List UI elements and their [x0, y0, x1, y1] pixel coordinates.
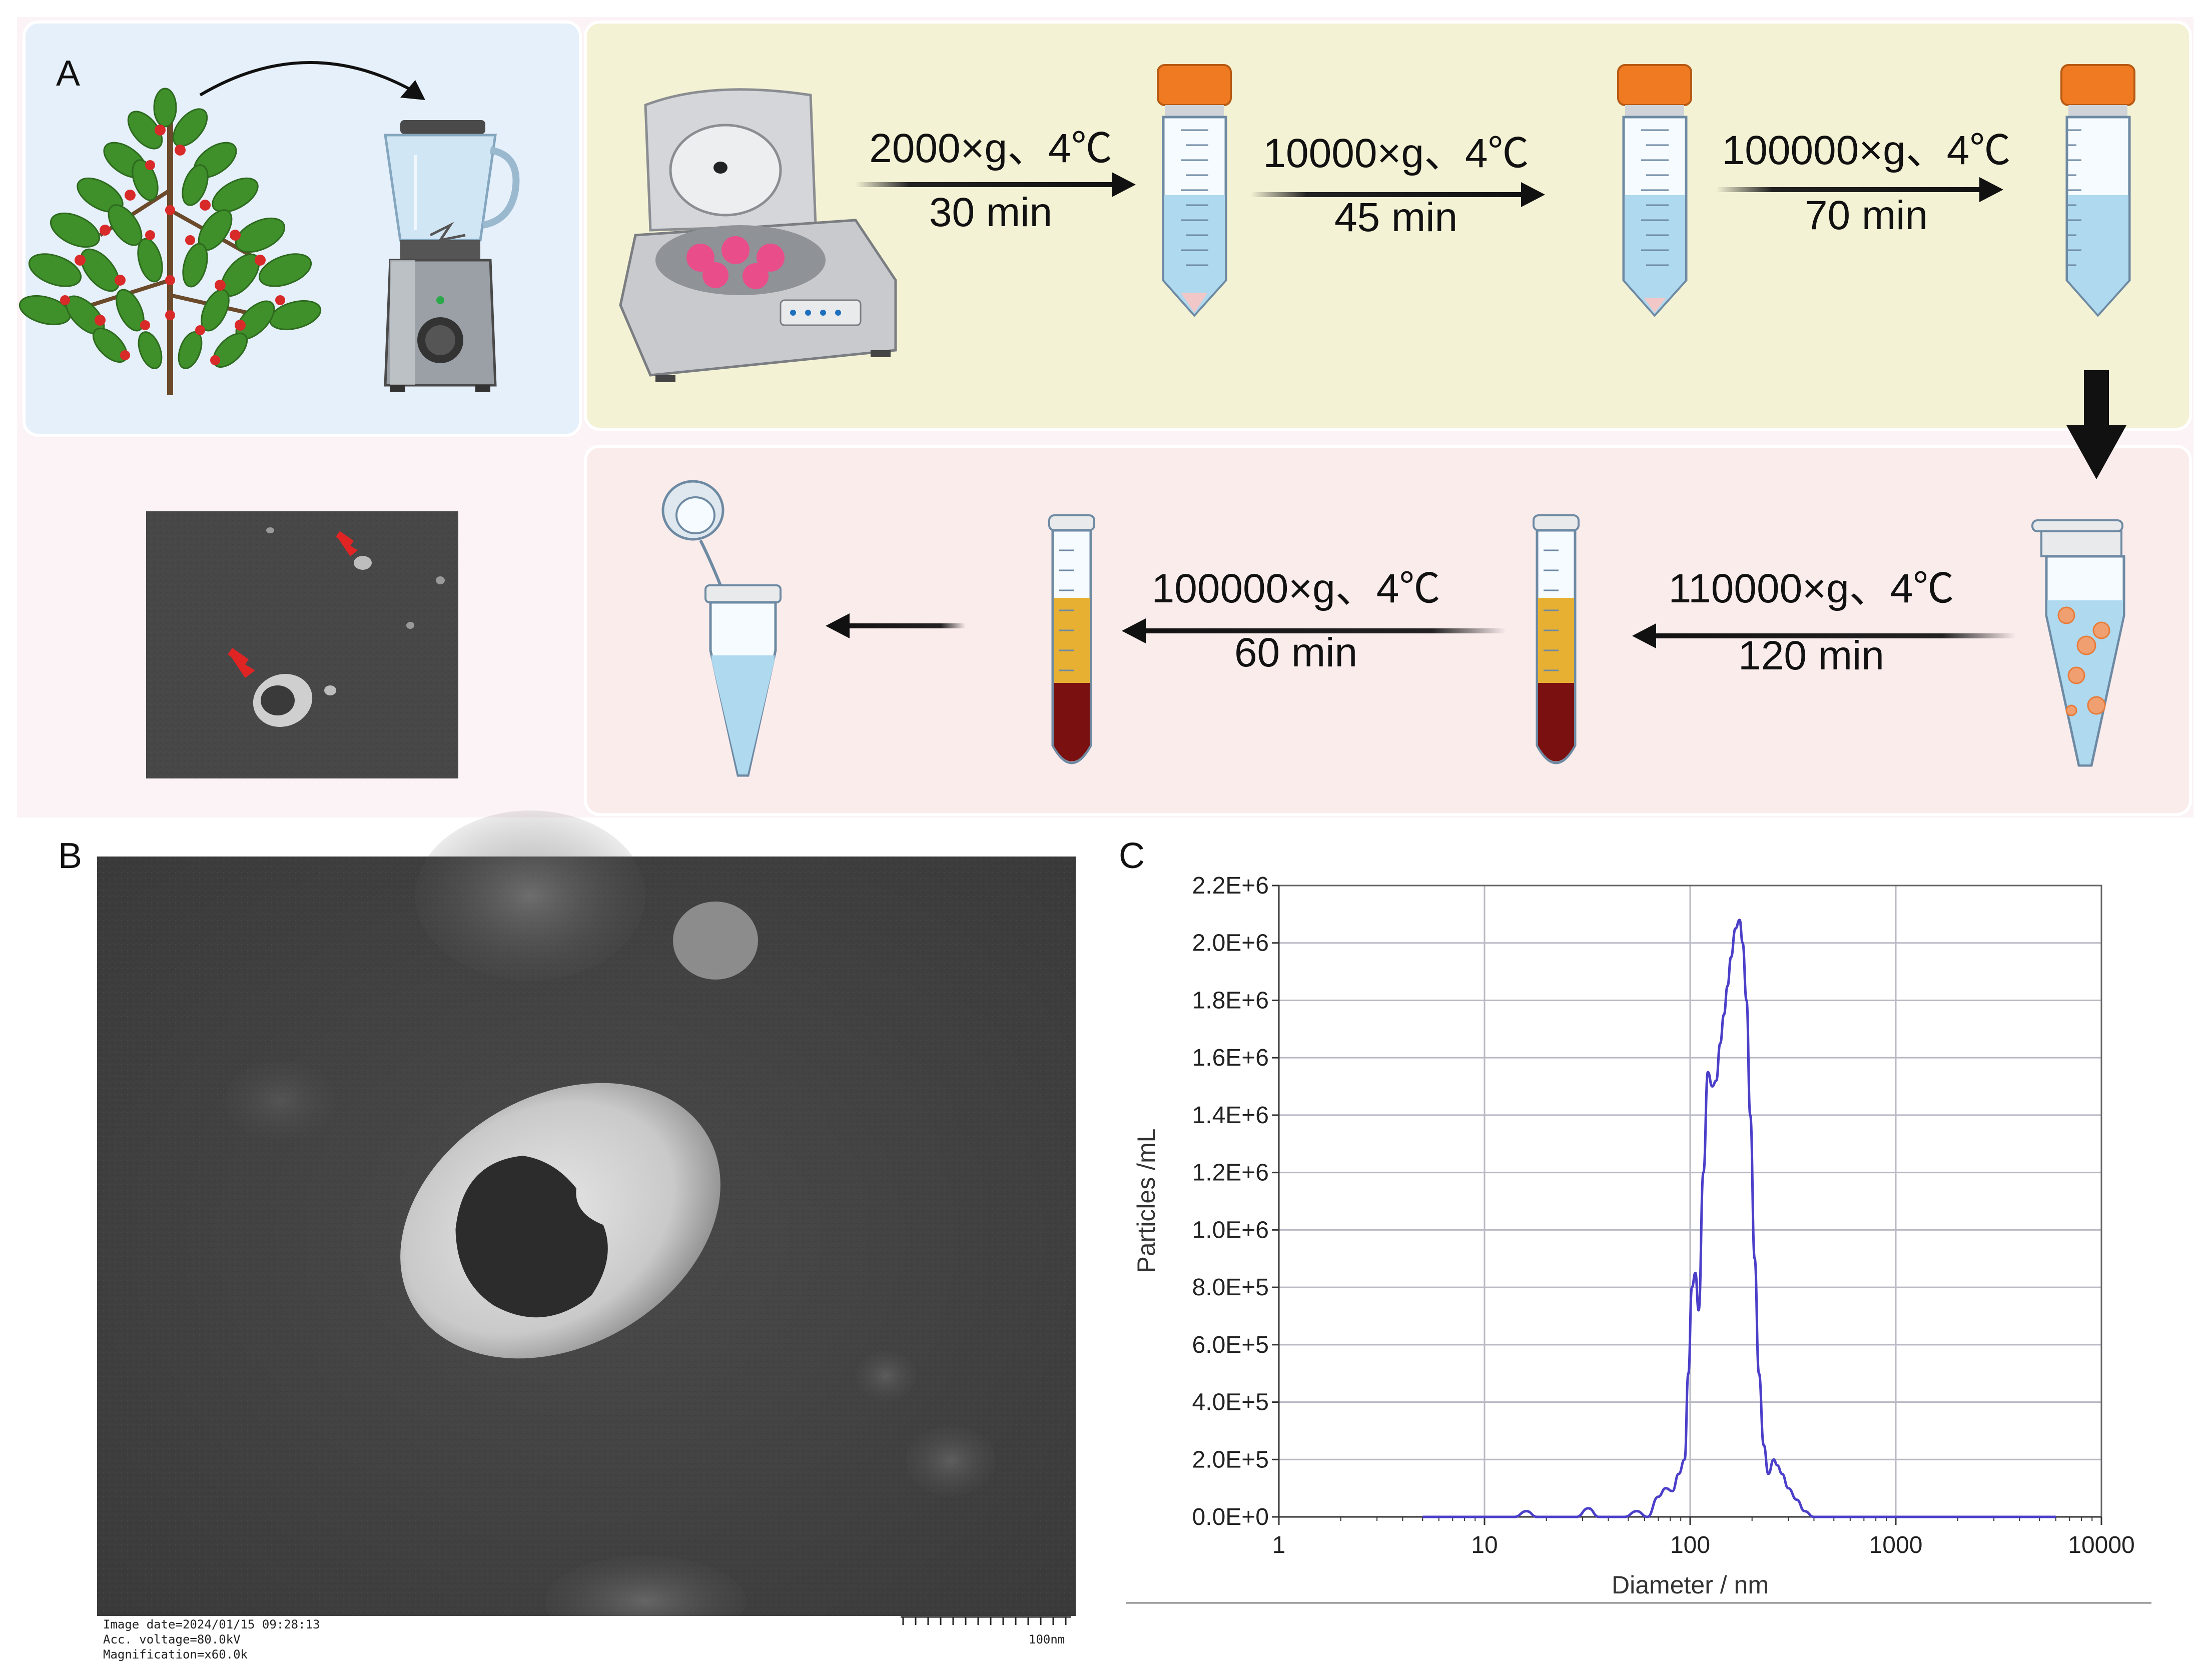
- step-5-time: 60 min: [1234, 630, 1358, 676]
- red-arrow-icon: [230, 655, 255, 678]
- blender-icon: [384, 120, 520, 392]
- x-axis-title: Diameter / nm: [1612, 1571, 1769, 1599]
- panel-label-c: C: [1119, 836, 1145, 876]
- curved-arrow-icon: [199, 61, 421, 97]
- tem-voltage: Acc. voltage=80.0kV: [103, 1632, 241, 1646]
- step-2-force: 10000×g、4℃: [1263, 131, 1529, 176]
- down-arrow-icon: [2066, 370, 2126, 479]
- x-tick-label: 100: [1670, 1532, 1710, 1558]
- tem-metadata: Image date=2024/01/15 09:28:13 Acc. volta…: [103, 1617, 320, 1662]
- y-tick-label: 8.0E+5: [1192, 1274, 1269, 1301]
- tem-magnification: Magnification=x60.0k: [103, 1647, 248, 1661]
- y-tick-label: 4.0E+5: [1192, 1389, 1269, 1416]
- gradient-tube-1-icon: [1533, 514, 1580, 764]
- bottom-step-arrow-1-icon: [1632, 623, 2016, 648]
- tem-scale-label: 100nm: [1029, 1632, 1065, 1646]
- y-tick-label: 1.2E+6: [1192, 1160, 1269, 1186]
- y-tick-label: 1.6E+6: [1192, 1045, 1269, 1071]
- microtube-sample-icon: [2031, 519, 2125, 767]
- bottom-step-arrow-3-icon: [826, 613, 966, 638]
- falcon-tube-3-icon: [2060, 64, 2135, 317]
- size-distribution-chart: 0.0E+0 2.0E+5 4.0E+5 6.0E+5 8.0E+5 1.0E+6 1.2E…: [1126, 873, 2151, 1604]
- step-1-time: 30 min: [929, 190, 1053, 236]
- x-tick-label: 10000: [2068, 1532, 2134, 1558]
- tem-date: Image date=2024/01/15 09:28:13: [103, 1617, 320, 1631]
- panel-label-a: A: [56, 54, 81, 94]
- y-tick-label: 2.2E+6: [1192, 873, 1269, 899]
- falcon-tube-2-icon: [1617, 64, 1692, 317]
- step-3-time: 70 min: [1804, 193, 1928, 239]
- falcon-tube-1-icon: [1157, 64, 1232, 317]
- step-1-label: 2000×g、4℃ 30 min: [846, 126, 1136, 235]
- y-tick-label: 6.0E+5: [1192, 1332, 1269, 1358]
- y-tick-label: 2.0E+6: [1192, 930, 1269, 957]
- tem-thumbnail: [146, 511, 458, 778]
- step-5-force: 100000×g、4℃: [1151, 566, 1440, 611]
- y-tick-label: 1.0E+6: [1192, 1217, 1269, 1243]
- red-arrow-icon: [338, 538, 358, 556]
- x-tick-label: 1: [1272, 1532, 1286, 1558]
- top-step-arrow-3-icon: [1716, 177, 2003, 202]
- gradient-tube-2-icon: [1048, 514, 1095, 764]
- bottom-step-arrow-2-icon: [1122, 618, 1506, 643]
- chart-series-line: [1422, 919, 2056, 1518]
- x-tick-label: 10: [1471, 1532, 1498, 1558]
- y-axis: 0.0E+0 2.0E+5 4.0E+5 6.0E+5 8.0E+5 1.0E+6 1.2E…: [1192, 873, 1280, 1530]
- step-4-force: 110000×g、4℃: [1668, 566, 1954, 611]
- tem-image: [97, 810, 1076, 1656]
- x-axis: 1 10 100 1000 10000: [1272, 1516, 2135, 1558]
- step-3-label: 100000×g、4℃ 70 min: [1711, 128, 2021, 238]
- x-tick-label: 1000: [1869, 1532, 1923, 1558]
- top-step-arrow-2-icon: [1251, 182, 1545, 207]
- step-5-label: 100000×g、4℃ 60 min: [1141, 566, 1451, 675]
- step-3-force: 100000×g、4℃: [1722, 128, 2011, 173]
- panel-label-b: B: [58, 836, 83, 876]
- step-2-time: 45 min: [1334, 195, 1458, 241]
- centrifuge-icon: [619, 88, 897, 382]
- y-tick-label: 2.0E+5: [1192, 1446, 1269, 1473]
- eppendorf-tube-icon: [661, 480, 782, 777]
- step-4-label: 110000×g、4℃ 120 min: [1651, 566, 1971, 678]
- top-step-arrow-1-icon: [856, 172, 1136, 197]
- yellow-step-box: [584, 21, 2192, 431]
- coffee-tree-icon: [19, 88, 322, 395]
- y-tick-label: 0.0E+0: [1192, 1504, 1269, 1530]
- step-4-time: 120 min: [1738, 633, 1884, 679]
- curved-arrow-head-icon: [400, 80, 425, 100]
- chart-grid: [1278, 885, 2102, 1518]
- y-tick-label: 1.8E+6: [1192, 987, 1269, 1014]
- step-2-label: 10000×g、4℃ 45 min: [1246, 131, 1546, 240]
- step-1-force: 2000×g、4℃: [869, 126, 1112, 171]
- y-tick-label: 1.4E+6: [1192, 1102, 1269, 1129]
- y-axis-title: Particles /mL: [1132, 1129, 1160, 1273]
